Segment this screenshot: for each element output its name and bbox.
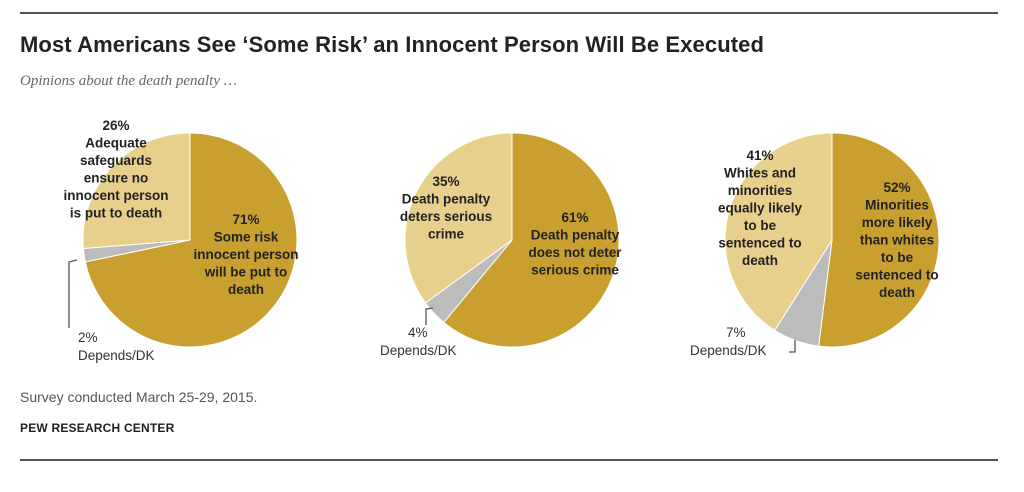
pie-1-slice-2-label: 2% Depends/DK <box>78 330 155 363</box>
bottom-rule <box>20 459 998 461</box>
pie-3-slice-1-label: 52% Minorities more likely than whites to be… <box>855 180 938 300</box>
pie-1-slice-3-label: 26% Adequate safeguards ensure no innocent p… <box>63 118 168 221</box>
pie-1-slice-3 <box>82 132 191 250</box>
pie-3-slice-1 <box>818 132 940 348</box>
source-label: PEW RESEARCH CENTER <box>20 421 175 435</box>
top-rule <box>20 12 998 14</box>
pie-3-leader-line <box>789 340 796 353</box>
pie-chart-2: 61% Death penalty does not deter serious cr… <box>380 132 622 358</box>
pie-2-slice-3-label: 35% Death penalty deters serious crime <box>400 174 492 242</box>
chart-title: Most Americans See ‘Some Risk’ an Innoce… <box>20 32 765 57</box>
pie-2-slice-1-label: 61% Death penalty does not deter serious cr… <box>528 210 622 278</box>
pie-chart-1: 71% Some risk innocent person will be put t… <box>63 118 298 363</box>
chart-subtitle: Opinions about the death penalty … <box>20 73 238 89</box>
pie-1-slice-1-label: 71% Some risk innocent person will be put t… <box>193 212 298 297</box>
pie-3-slice-3 <box>724 132 833 332</box>
pie-2-slice-3 <box>404 132 513 304</box>
pie-3-slice-3-label: 41% Whites and minorities equally likely to … <box>718 148 803 268</box>
pie-2-slice-2-label: 4% Depends/DK <box>380 325 457 358</box>
survey-note: Survey conducted March 25-29, 2015. <box>20 389 258 405</box>
pie-2-leader-line <box>425 307 434 325</box>
pie-3-slice-2-label: 7% Depends/DK <box>690 325 767 358</box>
pie-2-slice-1 <box>443 132 620 348</box>
pie-chart-3: 52% Minorities more likely than whites to be… <box>690 132 940 358</box>
pie-1-slice-1 <box>84 132 298 348</box>
pie-1-leader-line <box>68 259 78 328</box>
